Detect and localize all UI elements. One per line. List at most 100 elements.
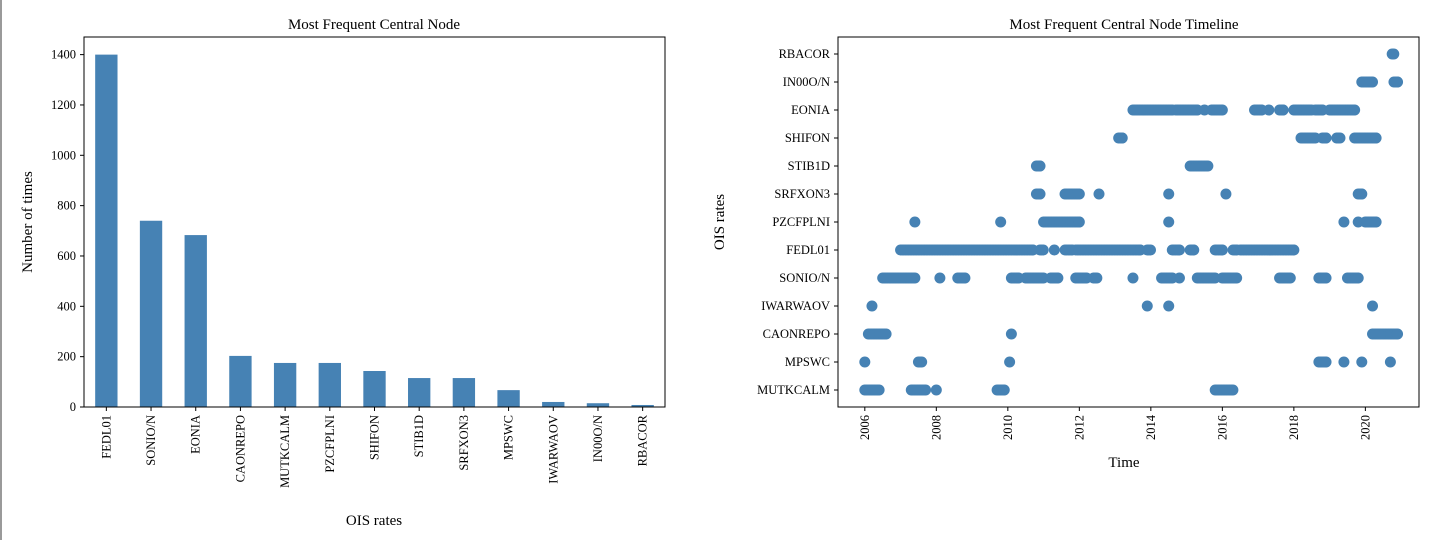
- scatter-point: [1227, 384, 1239, 396]
- scatter-point: [1073, 216, 1085, 228]
- scatter-point: [1052, 272, 1064, 284]
- scatter-chart-points: [859, 48, 1404, 396]
- scatter-x-tick-label: 2016: [1215, 415, 1229, 440]
- scatter-x-tick-label: 2010: [1001, 415, 1015, 440]
- scatter-point: [1277, 104, 1289, 116]
- bar-chart-x-ticks: FEDL01 SONIO/N EONIA CAONREPO MUTKCALM PZCFPL…: [99, 407, 650, 488]
- scatter-point: [1144, 244, 1156, 256]
- bar-y-tick-label: 0: [70, 400, 76, 414]
- bar: [542, 401, 565, 407]
- scatter-point: [1037, 244, 1049, 256]
- scatter-point: [1091, 272, 1103, 284]
- scatter-y-tick-label: RBACOR: [779, 47, 831, 61]
- scatter-point: [1141, 300, 1153, 312]
- scatter-point: [998, 384, 1010, 396]
- bar-chart-xlabel: OIS rates: [346, 513, 402, 529]
- bar-x-tick-label: STIB1D: [412, 415, 426, 457]
- bar-y-tick-label: 600: [57, 249, 76, 263]
- scatter-point: [866, 300, 878, 312]
- scatter-chart-ylabel: OIS rates: [712, 194, 728, 250]
- bar-y-tick-label: 400: [57, 299, 76, 313]
- scatter-point: [1216, 244, 1228, 256]
- bar: [497, 390, 520, 407]
- scatter-point: [1384, 356, 1396, 368]
- scatter-point: [1388, 48, 1400, 60]
- scatter-chart-xlabel: Time: [1108, 455, 1139, 471]
- bar-y-tick-label: 800: [57, 199, 76, 213]
- scatter-point: [1263, 104, 1275, 116]
- scatter-y-tick-label: IWARWAOV: [761, 299, 830, 313]
- bar: [95, 54, 118, 407]
- scatter-y-tick-label: SRFXON3: [774, 187, 830, 201]
- scatter-point: [1338, 356, 1350, 368]
- scatter-point: [1163, 188, 1175, 200]
- scatter-x-tick-label: 2012: [1072, 415, 1086, 440]
- scatter-point: [1367, 300, 1379, 312]
- scatter-point: [930, 384, 942, 396]
- scatter-point: [1320, 132, 1332, 144]
- scatter-x-tick-label: 2008: [929, 415, 943, 440]
- bar-x-tick-label: FEDL01: [99, 415, 113, 459]
- bar-chart-bars: [95, 54, 654, 407]
- scatter-point: [909, 272, 921, 284]
- scatter-point: [1370, 132, 1382, 144]
- bar: [139, 220, 163, 407]
- scatter-y-tick-label: EONIA: [791, 103, 830, 117]
- scatter-point: [1163, 300, 1175, 312]
- scatter-y-tick-label: CAONREPO: [763, 327, 830, 341]
- scatter-point: [959, 272, 971, 284]
- scatter-point: [909, 216, 921, 228]
- scatter-point: [1320, 356, 1332, 368]
- scatter-point: [1392, 76, 1404, 88]
- scatter-point: [1352, 272, 1364, 284]
- bar-y-tick-label: 1400: [51, 48, 76, 62]
- bar-chart-ylabel: Number of times: [20, 171, 36, 273]
- scatter-point: [1073, 188, 1085, 200]
- scatter-point: [1004, 356, 1016, 368]
- scatter-point: [1034, 160, 1046, 172]
- scatter-point: [1216, 104, 1228, 116]
- bar: [631, 404, 654, 407]
- bar-chart-frame: [83, 36, 666, 408]
- scatter-x-tick-label: 2014: [1144, 414, 1158, 440]
- bar-x-tick-label: IWARWAOV: [546, 415, 560, 484]
- bar: [452, 378, 476, 407]
- scatter-y-tick-label: PZCFPLNI: [772, 215, 830, 229]
- bar-x-tick-label: SRFXON3: [457, 415, 471, 471]
- scatter-chart-x-ticks: 2006 2008 2010 2012 2014 2016 2018 2020: [858, 407, 1372, 440]
- scatter-point: [920, 384, 932, 396]
- bar: [184, 235, 207, 407]
- scatter-point: [1356, 188, 1368, 200]
- scatter-point: [1034, 188, 1046, 200]
- scatter-point: [1349, 104, 1361, 116]
- bar-x-tick-label: IN00O/N: [591, 415, 605, 462]
- scatter-point: [1005, 328, 1017, 340]
- bar-x-tick-label: CAONREPO: [233, 415, 247, 482]
- bar-y-tick-label: 1200: [51, 98, 76, 112]
- scatter-point: [1288, 244, 1300, 256]
- bar-x-tick-label: SONIO/N: [144, 415, 158, 466]
- scatter-point: [1334, 132, 1346, 144]
- scatter-point: [1188, 244, 1200, 256]
- scatter-point: [1220, 188, 1232, 200]
- scatter-point: [995, 216, 1007, 228]
- scatter-point: [1320, 272, 1332, 284]
- scatter-point: [1093, 188, 1105, 200]
- scatter-x-tick-label: 2020: [1358, 415, 1372, 440]
- bar-y-tick-label: 200: [57, 350, 76, 364]
- bar-x-tick-label: MUTKCALM: [278, 415, 292, 488]
- bar-chart-title: Most Frequent Central Node: [288, 17, 460, 33]
- scatter-y-tick-label: STIB1D: [788, 159, 830, 173]
- scatter-chart-y-ticks: MUTKCALM MPSWC CAONREPO IWARWAOV SONIO/N FEDL…: [757, 47, 838, 397]
- bar: [363, 371, 386, 407]
- scatter-point: [1367, 76, 1379, 88]
- bar-x-tick-label: PZCFPLNI: [323, 415, 337, 473]
- scatter-point: [1356, 356, 1368, 368]
- scatter-point: [880, 328, 892, 340]
- scatter-point: [1163, 216, 1175, 228]
- scatter-point: [916, 356, 928, 368]
- scatter-y-tick-label: SHIFON: [785, 131, 830, 145]
- scatter-y-tick-label: FEDL01: [786, 243, 830, 257]
- bar-chart-y-ticks: 0 200 400 600 800 1000 1200 1400: [51, 48, 84, 414]
- bar: [586, 403, 610, 407]
